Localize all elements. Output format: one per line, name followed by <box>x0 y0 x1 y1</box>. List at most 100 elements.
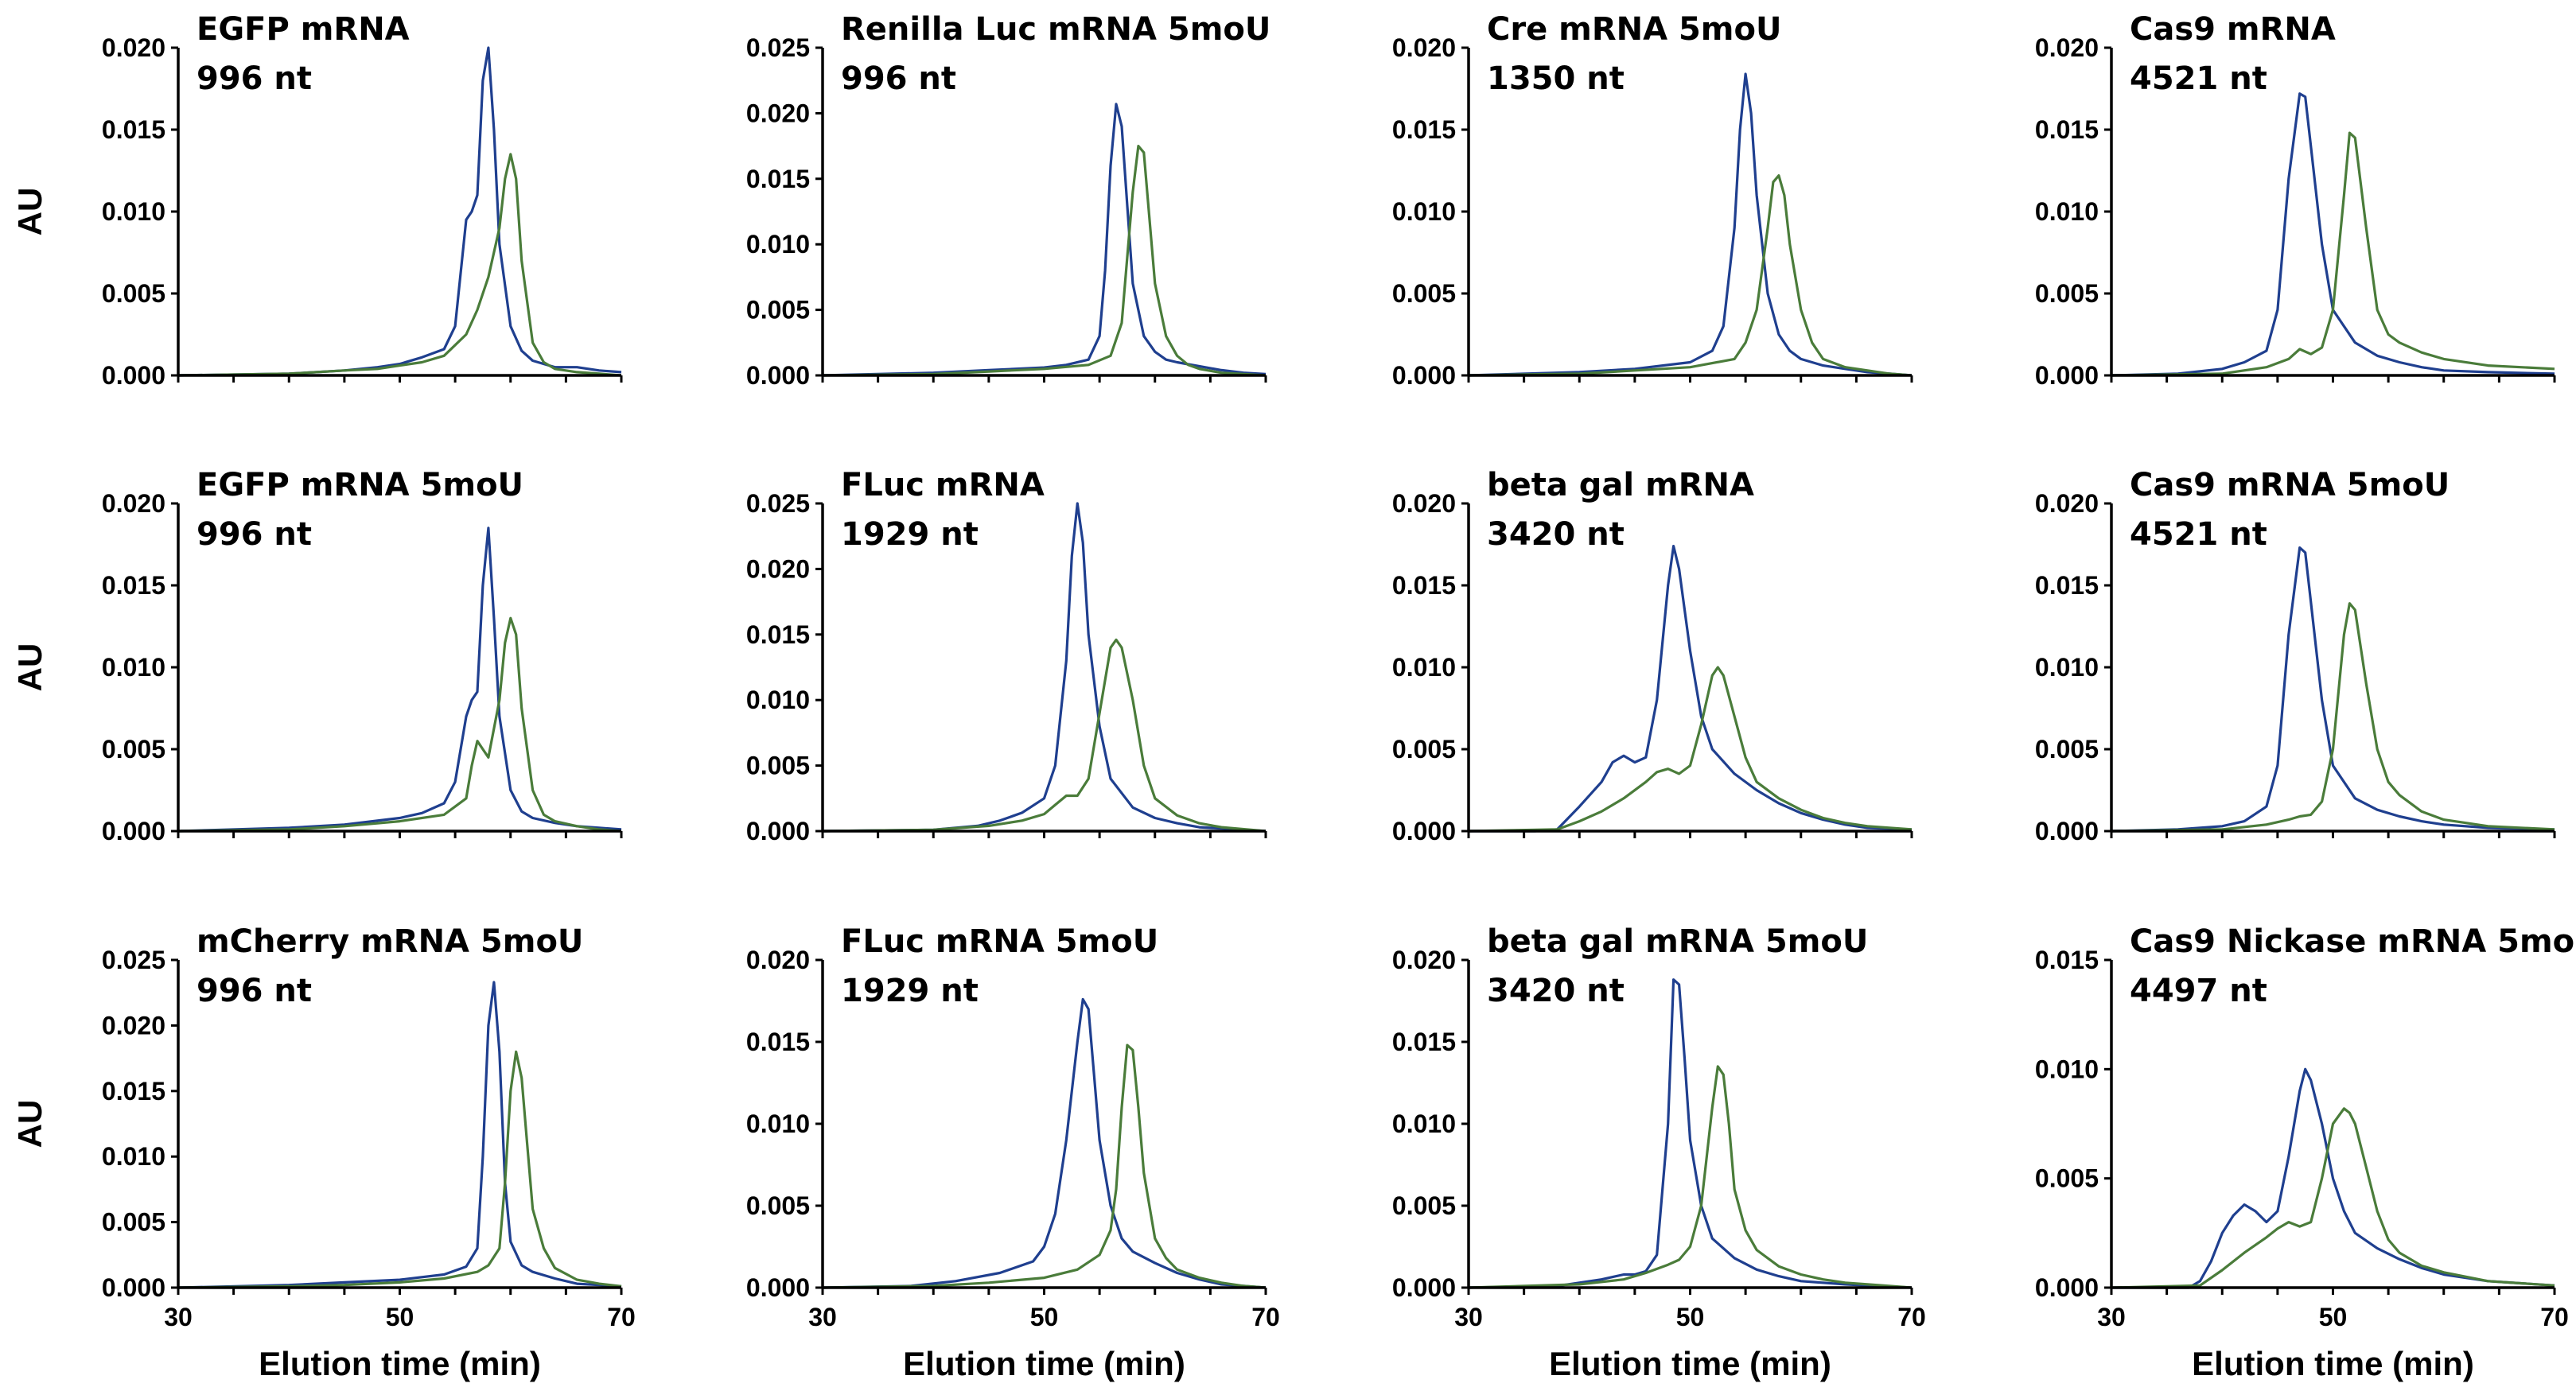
series-line-blue <box>822 103 1267 377</box>
x-tick-label: 50 <box>386 1303 414 1331</box>
x-axis-label: Elution time (min) <box>1549 1345 1831 1382</box>
y-tick-label: 0.005 <box>1392 1191 1456 1220</box>
x-tick-label: 50 <box>2319 1303 2348 1331</box>
y-tick-label: 0.010 <box>746 1109 810 1138</box>
series-line-green <box>822 145 1267 377</box>
chart-panel: 0.000 0.005 0.010 0.015 0.020 Cre mRNA 5moU 13… <box>1392 11 1913 390</box>
y-tick-label: 0.010 <box>2035 197 2099 226</box>
y-tick-label: 0.010 <box>746 230 810 258</box>
panel-length: 3420 nt <box>1487 973 1625 1009</box>
y-tick-label: 0.005 <box>2035 735 2099 764</box>
chart-panel: 0.000 0.005 0.010 0.015 0.020 30 50 70 Elution t… <box>1392 923 1926 1382</box>
chart-panel: 0.000 0.005 0.010 0.015 0.020 Cas9 mRNA 4521 n… <box>2035 11 2556 390</box>
y-tick-label: 0.010 <box>1392 1109 1456 1138</box>
panel-length: 1350 nt <box>1487 60 1625 97</box>
panel-title: mCherry mRNA 5moU <box>197 923 583 960</box>
chart-panel: 0.000 0.005 0.010 0.015 0.020 0.025 FLuc mRNA 1… <box>746 467 1267 845</box>
y-tick-label: 0.000 <box>1392 1273 1456 1302</box>
series-line-blue <box>2111 1067 2555 1289</box>
panel-length: 1929 nt <box>841 973 979 1009</box>
panel-title: EGFP mRNA <box>197 11 410 48</box>
y-tick-label: 0.015 <box>746 165 810 193</box>
y-tick-label: 0.000 <box>2035 1273 2099 1302</box>
y-tick-label: 0.010 <box>746 686 810 714</box>
chart-panel: 0.000 0.005 0.010 0.015 0.020 30 50 70 Elution t… <box>746 923 1280 1382</box>
y-tick-label: 0.005 <box>746 1191 810 1220</box>
panel-title: Cas9 mRNA <box>2130 11 2336 48</box>
y-tick-label: 0.020 <box>102 489 165 518</box>
y-tick-label: 0.015 <box>1392 1028 1456 1056</box>
y-tick-label: 0.020 <box>102 33 165 62</box>
y-tick-label: 0.000 <box>102 361 165 390</box>
series-line-blue <box>822 997 1267 1289</box>
series-line-green <box>2111 1107 2555 1289</box>
panel-length: 4521 nt <box>2130 60 2267 97</box>
panel-length: 4497 nt <box>2130 973 2267 1009</box>
y-axis-label: AU <box>11 1100 49 1148</box>
y-tick-label: 0.005 <box>1392 279 1456 308</box>
y-tick-label: 0.015 <box>1392 115 1456 144</box>
y-tick-label: 0.015 <box>2035 946 2099 974</box>
panel-title: FLuc mRNA <box>841 467 1045 503</box>
y-tick-label: 0.025 <box>102 946 165 974</box>
panel-title: beta gal mRNA <box>1487 467 1754 503</box>
y-tick-label: 0.005 <box>1392 735 1456 764</box>
chart-panel: 0.000 0.005 0.010 0.015 0.020 EGFP mRNA 5moU 9… <box>11 467 623 845</box>
series-line-blue <box>177 527 622 833</box>
y-tick-label: 0.010 <box>1392 653 1456 682</box>
chart-panel: 0.000 0.005 0.010 0.015 0.020 beta gal mRNA 34… <box>1392 467 1913 845</box>
y-tick-label: 0.010 <box>2035 1055 2099 1083</box>
series-line-blue <box>2111 92 2555 377</box>
y-tick-label: 0.000 <box>2035 361 2099 390</box>
y-tick-label: 0.015 <box>2035 115 2099 144</box>
y-tick-label: 0.000 <box>102 817 165 845</box>
y-tick-label: 0.020 <box>1392 489 1456 518</box>
x-tick-label: 50 <box>1030 1303 1059 1331</box>
y-tick-label: 0.005 <box>2035 1164 2099 1193</box>
panel-title: Cas9 mRNA 5moU <box>2130 467 2450 503</box>
panel-title: Cas9 Nickase mRNA 5moU <box>2130 923 2576 960</box>
y-tick-label: 0.015 <box>2035 571 2099 600</box>
y-tick-label: 0.010 <box>1392 197 1456 226</box>
x-tick-label: 30 <box>2097 1303 2126 1331</box>
panel-title: Cre mRNA 5moU <box>1487 11 1781 48</box>
series-line-green <box>177 616 622 833</box>
x-tick-label: 50 <box>1676 1303 1705 1331</box>
series-line-green <box>1468 174 1913 377</box>
series-line-green <box>1468 666 1913 833</box>
y-tick-label: 0.015 <box>746 1028 810 1056</box>
y-axis-label: AU <box>11 643 49 692</box>
panel-length: 996 nt <box>197 516 312 553</box>
series-line-green <box>177 1050 622 1289</box>
panel-length: 996 nt <box>841 60 956 97</box>
y-tick-label: 0.010 <box>2035 653 2099 682</box>
y-tick-label: 0.020 <box>1392 33 1456 62</box>
x-tick-label: 70 <box>1251 1303 1280 1331</box>
panel-title: beta gal mRNA 5moU <box>1487 923 1868 960</box>
series-line-blue <box>1468 978 1913 1289</box>
y-tick-label: 0.015 <box>1392 571 1456 600</box>
y-tick-label: 0.005 <box>746 752 810 780</box>
panel-title: EGFP mRNA 5moU <box>197 467 523 503</box>
y-tick-label: 0.025 <box>746 33 810 62</box>
y-tick-label: 0.010 <box>102 1142 165 1171</box>
y-tick-label: 0.005 <box>746 296 810 324</box>
series-line-green <box>2111 131 2555 377</box>
x-axis-label: Elution time (min) <box>2192 1345 2474 1382</box>
series-line-blue <box>1469 545 1913 833</box>
series-line-blue <box>1468 72 1913 377</box>
x-tick-label: 70 <box>2540 1303 2569 1331</box>
y-tick-label: 0.000 <box>746 361 810 390</box>
y-tick-label: 0.010 <box>102 197 165 226</box>
y-tick-label: 0.020 <box>746 554 810 583</box>
y-tick-label: 0.015 <box>102 571 165 600</box>
chart-panel: 0.000 0.005 0.010 0.015 30 50 70 Elution time (… <box>2035 923 2576 1382</box>
chart-panel: 0.000 0.005 0.010 0.015 0.020 EGFP mRNA 996 nt… <box>11 11 623 390</box>
y-tick-label: 0.005 <box>102 279 165 308</box>
y-tick-label: 0.020 <box>2035 489 2099 518</box>
y-tick-label: 0.020 <box>746 946 810 974</box>
y-tick-label: 0.020 <box>746 99 810 127</box>
x-tick-label: 70 <box>1897 1303 1926 1331</box>
y-tick-label: 0.005 <box>102 735 165 764</box>
